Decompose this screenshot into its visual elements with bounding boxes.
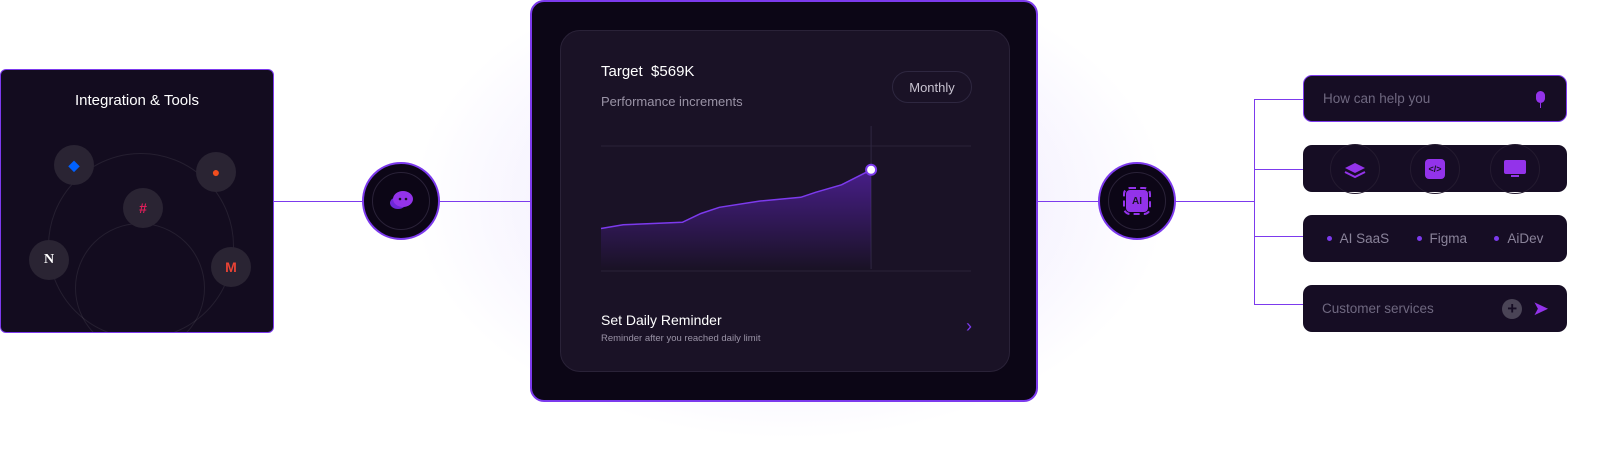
reminder-title[interactable]: Set Daily Reminder — [601, 312, 722, 328]
slack-icon[interactable]: # — [123, 188, 163, 228]
chat-bubbles-icon — [390, 191, 413, 209]
tag-label: AI SaaS — [1339, 231, 1390, 246]
chat-node-inner — [372, 172, 430, 230]
branch-line — [1254, 236, 1310, 237]
performance-card: Target $569K Performance increments Mont… — [560, 30, 1010, 372]
dropbox-glyph: ◆ — [68, 156, 80, 173]
series-line — [600, 169, 872, 230]
figma-icon[interactable]: ● — [196, 152, 236, 192]
ai-node: AI — [1098, 162, 1176, 240]
tags-card: AI SaaS Figma AiDev — [1303, 215, 1567, 262]
tag-label: Figma — [1429, 231, 1468, 246]
card-title: Integration & Tools — [75, 92, 199, 109]
customer-services-input[interactable]: Customer services + ➤ — [1303, 285, 1567, 332]
code-icon[interactable]: </> — [1410, 143, 1460, 194]
bullet-icon — [1416, 236, 1422, 241]
ai-node-inner: AI — [1108, 172, 1166, 230]
target-heading: Target $569K — [601, 63, 694, 80]
integration-tools-card: Integration & Tools ◆ ● # N M — [0, 69, 274, 333]
microphone-icon[interactable] — [1534, 89, 1548, 109]
send-icon[interactable]: ➤ — [1532, 298, 1549, 320]
area-fill — [601, 169, 872, 269]
tag-aidev[interactable]: AiDev — [1494, 231, 1543, 246]
branch-line — [1254, 169, 1310, 170]
chat-node — [362, 162, 440, 240]
tag-figma[interactable]: Figma — [1416, 231, 1468, 246]
notion-glyph: N — [43, 252, 55, 267]
gmail-glyph: M — [225, 259, 237, 275]
plus-icon[interactable]: + — [1502, 298, 1523, 319]
reminder-subtitle: Reminder after you reached daily limit — [601, 333, 761, 344]
feature-icons-card: </> — [1303, 143, 1567, 194]
notion-icon[interactable]: N — [29, 240, 69, 280]
period-dropdown[interactable]: Monthly — [892, 71, 972, 103]
gmail-icon[interactable]: M — [211, 247, 251, 287]
dropbox-icon[interactable]: ◆ — [54, 145, 94, 185]
prompt-input[interactable]: How can help you — [1303, 75, 1567, 122]
performance-chart — [600, 126, 971, 272]
ai-chip-label: AI — [1132, 195, 1142, 207]
figma-glyph: ● — [211, 164, 221, 180]
bracket-line — [1254, 99, 1255, 305]
monitor-chart-icon[interactable] — [1490, 143, 1540, 194]
ai-chip-icon: AI — [1123, 187, 1151, 215]
highlight-point[interactable] — [865, 163, 878, 176]
prompt-placeholder: How can help you — [1323, 91, 1431, 106]
performance-panel: Target $569K Performance increments Mont… — [530, 0, 1038, 402]
bullet-icon — [1326, 236, 1332, 241]
layers-gear-icon[interactable] — [1330, 143, 1380, 194]
service-placeholder: Customer services — [1322, 301, 1434, 316]
branch-line — [1254, 304, 1310, 305]
tag-ai-saas[interactable]: AI SaaS — [1326, 231, 1390, 246]
chevron-right-icon[interactable]: › — [966, 316, 972, 336]
slack-glyph: # — [139, 200, 147, 216]
chart-subtitle: Performance increments — [601, 94, 743, 109]
target-value: $569K — [651, 63, 695, 80]
branch-line — [1254, 99, 1310, 100]
bullet-icon — [1494, 236, 1500, 241]
tag-label: AiDev — [1507, 231, 1544, 246]
target-label: Target — [601, 63, 643, 80]
